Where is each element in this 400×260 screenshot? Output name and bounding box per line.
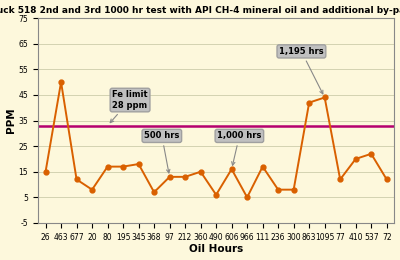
X-axis label: Oil Hours: Oil Hours (189, 244, 243, 255)
Text: Fe limit
28 ppm: Fe limit 28 ppm (110, 90, 148, 123)
Title: Truck 518 2nd and 3rd 1000 hr test with API CH-4 mineral oil and additional by-p: Truck 518 2nd and 3rd 1000 hr test with … (0, 5, 400, 15)
Text: 500 hrs: 500 hrs (144, 131, 180, 173)
Y-axis label: PPM: PPM (6, 108, 16, 133)
Text: 1,195 hrs: 1,195 hrs (279, 47, 324, 94)
Text: 1,000 hrs: 1,000 hrs (217, 131, 262, 165)
